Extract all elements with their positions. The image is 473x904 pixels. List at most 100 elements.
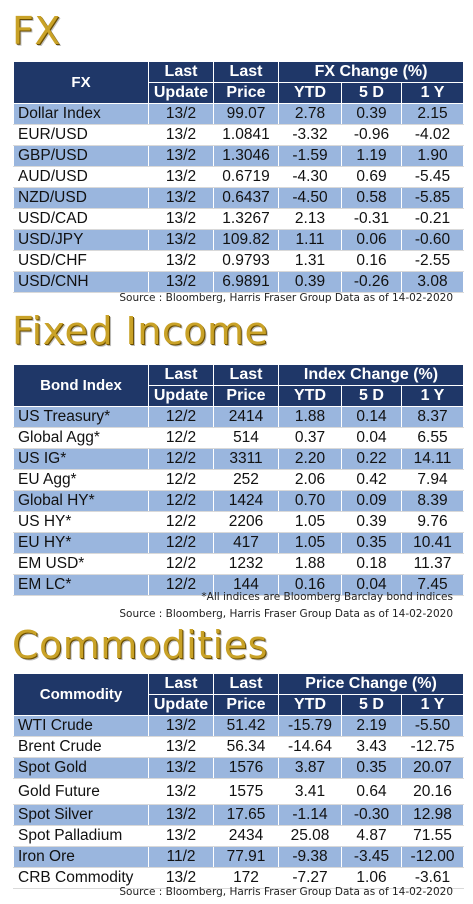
row-last-update: 13/2: [148, 187, 214, 209]
row-1y-change: -0.21: [400, 208, 465, 230]
table-row: Dollar Index 13/2 99.07 2.78 0.39 2.15: [13, 103, 465, 125]
table-row: AUD/USD 13/2 0.6719 -4.30 0.69 -5.45: [13, 166, 465, 188]
row-last-update: 13/2: [148, 145, 214, 167]
fx-header-last-update-bottom: Update: [148, 82, 214, 104]
row-last-update: 13/2: [148, 208, 214, 230]
row-last-update: 12/2: [148, 469, 214, 491]
fi-header-last-update-top: Last: [148, 364, 214, 386]
table-row: CRB Commodity 13/2 172 -7.27 1.06 -3.61: [13, 867, 465, 889]
row-last-price: 252: [213, 469, 279, 491]
row-5d-change: 1.06: [341, 867, 402, 889]
table-row: WTI Crude 13/2 51.42 -15.79 2.19 -5.50: [13, 715, 465, 737]
commodities-table: Commodity Last Last Price Change (%) Upd…: [13, 673, 465, 889]
row-name: US HY*: [13, 511, 149, 533]
row-5d-change: 0.39: [341, 103, 402, 125]
row-5d-change: 2.19: [341, 715, 402, 737]
row-1y-change: 10.41: [401, 532, 464, 554]
row-5d-change: 0.04: [341, 574, 402, 596]
row-ytd-change: 1.31: [278, 250, 342, 272]
row-1y-change: 2.15: [400, 103, 465, 125]
row-ytd-change: 0.16: [278, 574, 342, 596]
row-ytd-change: -4.30: [278, 166, 342, 188]
row-1y-change: 7.45: [401, 574, 464, 596]
row-last-price: 2434: [213, 825, 279, 847]
row-1y-change: -12.00: [400, 846, 465, 868]
fi-header-5d: 5 D: [341, 385, 402, 407]
row-last-price: 17.65: [213, 804, 279, 826]
row-1y-change: 14.11: [401, 448, 464, 470]
row-ytd-change: 0.39: [278, 271, 342, 293]
row-name: AUD/USD: [13, 166, 149, 188]
row-last-update: 13/2: [148, 166, 214, 188]
row-last-price: 1576: [213, 757, 279, 779]
row-last-price: 3311: [213, 448, 279, 470]
table-row: EU HY* 12/2 417 1.05 0.35 10.41: [13, 532, 464, 554]
row-ytd-change: -1.59: [278, 145, 342, 167]
co-header-last-price-top: Last: [213, 673, 279, 695]
row-last-price: 51.42: [213, 715, 279, 737]
row-5d-change: 4.87: [341, 825, 402, 847]
row-ytd-change: 1.05: [278, 511, 342, 533]
table-row: EU Agg* 12/2 252 2.06 0.42 7.94: [13, 469, 464, 491]
row-name: Iron Ore: [13, 846, 149, 868]
row-last-update: 13/2: [148, 715, 214, 737]
row-last-update: 12/2: [148, 553, 214, 575]
row-last-update: 12/2: [148, 406, 214, 428]
row-last-price: 514: [213, 427, 279, 449]
row-last-price: 77.91: [213, 846, 279, 868]
co-header-name: Commodity: [13, 673, 149, 716]
table-row: NZD/USD 13/2 0.6437 -4.50 0.58 -5.85: [13, 187, 465, 209]
row-last-price: 56.34: [213, 736, 279, 758]
row-1y-change: 12.98: [400, 804, 465, 826]
row-ytd-change: 2.13: [278, 208, 342, 230]
fx-header-last-price-top: Last: [213, 61, 279, 83]
fi-header-change: Index Change (%): [278, 364, 464, 386]
fi-header-1y: 1 Y: [401, 385, 464, 407]
table-row: US IG* 12/2 3311 2.20 0.22 14.11: [13, 448, 464, 470]
fx-table: FX Last Last FX Change (%) Update Price …: [13, 61, 465, 293]
table-row: Gold Future 13/2 1575 3.41 0.64 20.16: [13, 778, 465, 805]
row-ytd-change: -3.32: [278, 124, 342, 146]
row-1y-change: -5.45: [400, 166, 465, 188]
row-name: EM USD*: [13, 553, 149, 575]
co-source-note: Source : Bloomberg, Harris Fraser Group …: [119, 886, 453, 898]
fx-header-name: FX: [13, 61, 149, 104]
co-header-last-price-bottom: Price: [213, 694, 279, 716]
row-last-update: 12/2: [148, 532, 214, 554]
row-name: USD/CAD: [13, 208, 149, 230]
row-last-update: 12/2: [148, 427, 214, 449]
row-ytd-change: 0.37: [278, 427, 342, 449]
row-5d-change: 0.18: [341, 553, 402, 575]
row-name: Gold Future: [13, 778, 149, 805]
co-header-1y: 1 Y: [400, 694, 465, 716]
row-ytd-change: 2.06: [278, 469, 342, 491]
row-last-update: 13/2: [148, 804, 214, 826]
table-row: GBP/USD 13/2 1.3046 -1.59 1.19 1.90: [13, 145, 465, 167]
row-last-update: 11/2: [148, 846, 214, 868]
row-name: Spot Silver: [13, 804, 149, 826]
co-header-change: Price Change (%): [277, 673, 465, 695]
row-5d-change: 0.16: [341, 250, 402, 272]
row-5d-change: 0.35: [341, 532, 402, 554]
row-ytd-change: 3.41: [278, 778, 342, 805]
row-1y-change: -0.60: [400, 229, 465, 251]
row-5d-change: 0.64: [341, 778, 402, 805]
row-last-update: 12/2: [148, 574, 214, 596]
fx-section-title: FX: [12, 9, 61, 53]
fi-header-name: Bond Index: [13, 364, 149, 407]
row-name: WTI Crude: [13, 715, 149, 737]
table-row: Spot Palladium 13/2 2434 25.08 4.87 71.55: [13, 825, 465, 847]
row-1y-change: 20.16: [400, 778, 465, 805]
row-name: EU HY*: [13, 532, 149, 554]
row-last-update: 13/2: [148, 124, 214, 146]
table-row: USD/CHF 13/2 0.9793 1.31 0.16 -2.55: [13, 250, 465, 272]
row-name: Spot Palladium: [13, 825, 149, 847]
row-name: NZD/USD: [13, 187, 149, 209]
row-1y-change: -5.50: [400, 715, 465, 737]
fi-header-last-update-bottom: Update: [148, 385, 214, 407]
row-last-price: 1.0841: [213, 124, 279, 146]
row-last-update: 13/2: [148, 867, 214, 889]
fi-header-last-price-bottom: Price: [213, 385, 279, 407]
row-name: Dollar Index: [13, 103, 149, 125]
row-name: USD/JPY: [13, 229, 149, 251]
